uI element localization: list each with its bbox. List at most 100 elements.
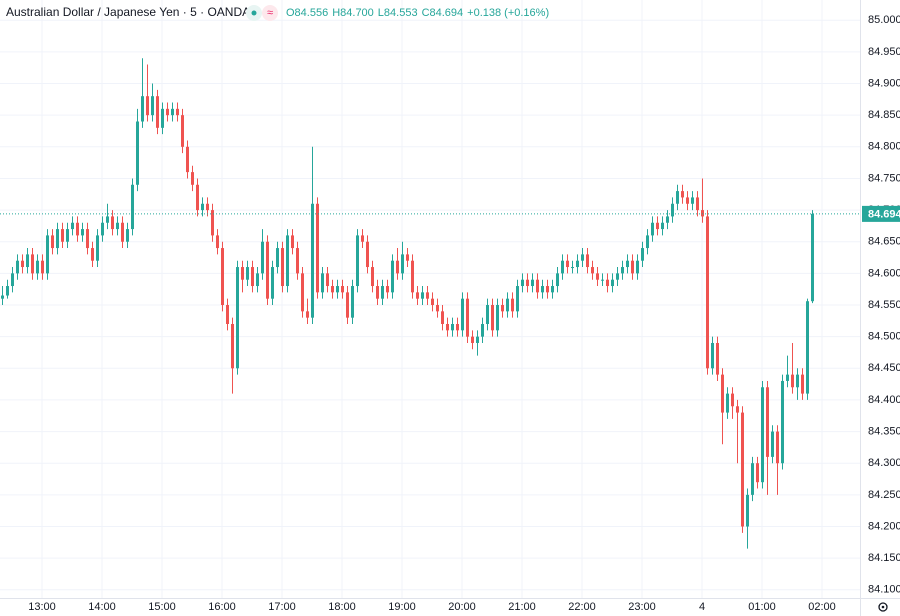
candle-body <box>791 374 794 388</box>
candle-body <box>16 260 19 274</box>
candle-body <box>96 235 99 261</box>
candle-body <box>211 210 214 236</box>
candle-body <box>146 96 149 116</box>
candle-body <box>656 222 659 230</box>
candle-body <box>141 96 144 122</box>
candle-body <box>571 267 574 269</box>
candle-body <box>91 248 94 261</box>
settings-icon[interactable] <box>878 602 888 612</box>
candle-body <box>331 286 334 293</box>
candle-body <box>6 286 9 296</box>
candle-body <box>296 248 299 274</box>
candle-body <box>686 197 689 204</box>
x-tick-label: 18:00 <box>328 601 356 613</box>
candle-body <box>186 146 189 173</box>
candle-body <box>426 292 429 299</box>
candle-body <box>721 374 724 413</box>
candle-body <box>381 286 384 299</box>
y-tick-label: 84.500 <box>868 331 900 343</box>
candle-body <box>611 279 614 287</box>
candle-body <box>421 292 424 299</box>
candle-body <box>556 273 559 287</box>
candle-body <box>131 184 134 230</box>
candle-body <box>171 108 174 116</box>
candle-body <box>431 298 434 306</box>
candle-body <box>811 213 814 302</box>
x-tick-label: 02:00 <box>808 601 836 613</box>
candle-body <box>601 279 604 281</box>
candle-body <box>561 260 564 274</box>
candle-body <box>306 311 309 318</box>
candle-body <box>591 267 594 274</box>
candle-body <box>416 292 419 299</box>
candle-body <box>661 222 664 230</box>
candle-body <box>76 222 79 236</box>
candle-body <box>366 241 369 268</box>
candle-body <box>716 342 719 375</box>
y-tick-label: 84.200 <box>868 520 900 532</box>
candle-body <box>796 374 799 388</box>
candle-body <box>701 210 704 217</box>
candle-body <box>641 248 644 261</box>
gear[interactable] <box>878 602 888 612</box>
candle-body <box>121 222 124 242</box>
candle-body <box>461 298 464 331</box>
candle-body <box>466 298 469 337</box>
candle-body <box>581 254 584 261</box>
x-tick-label: 19:00 <box>388 601 416 613</box>
candle-body <box>456 323 459 331</box>
candle-body <box>621 267 624 274</box>
y-tick-label: 84.950 <box>868 46 900 58</box>
y-tick-label: 84.300 <box>868 457 900 469</box>
y-tick-label: 84.400 <box>868 394 900 406</box>
gear-center[interactable] <box>881 605 885 609</box>
candle-body <box>636 260 639 274</box>
candle-body <box>391 260 394 293</box>
candle-body <box>61 229 64 242</box>
ohlc-legend-item: +0.138 (+0.16%) <box>467 7 549 19</box>
candle-body <box>286 235 289 287</box>
y-tick-label: 84.600 <box>868 267 900 279</box>
candle-body <box>396 260 399 274</box>
candle-body <box>496 305 499 331</box>
candle-body <box>36 260 39 274</box>
candle-body <box>446 323 449 331</box>
x-tick-label: 22:00 <box>568 601 596 613</box>
candle-body <box>806 301 809 394</box>
candle-body <box>616 273 619 280</box>
candle-body <box>301 273 304 312</box>
candle-body <box>191 172 194 185</box>
candle-body <box>26 254 29 268</box>
candle-body <box>126 229 129 242</box>
candle-body <box>631 260 634 274</box>
y-tick-label: 84.550 <box>868 299 900 311</box>
candle-body <box>106 216 109 223</box>
candle-body <box>361 235 364 242</box>
candle-body <box>346 292 349 318</box>
candle-body <box>321 273 324 293</box>
ohlc-legend-item: C84.694 <box>422 7 464 19</box>
candle-body <box>741 412 744 527</box>
candle-body <box>21 260 24 268</box>
candle-body <box>221 248 224 306</box>
candle-body <box>516 286 519 312</box>
candle-body <box>276 248 279 268</box>
x-tick-label: 14:00 <box>88 601 116 613</box>
candle-body <box>116 222 119 230</box>
candle-body <box>506 298 509 312</box>
candle-body <box>436 305 439 312</box>
candle-body <box>291 235 294 249</box>
candle-body <box>206 203 209 211</box>
ohlc-legend-item: H84.700 <box>332 7 374 19</box>
candle-body <box>196 184 199 211</box>
candle-body <box>31 254 34 274</box>
ohlc-legend-item: O84.556 <box>286 7 328 19</box>
candle-body <box>281 248 284 287</box>
candle-body <box>336 286 339 293</box>
candle-body <box>246 267 249 280</box>
candle-body <box>706 216 709 369</box>
y-tick-label: 85.000 <box>868 14 900 26</box>
candle-body <box>696 197 699 211</box>
last-price-label: 84.694 <box>868 208 900 220</box>
